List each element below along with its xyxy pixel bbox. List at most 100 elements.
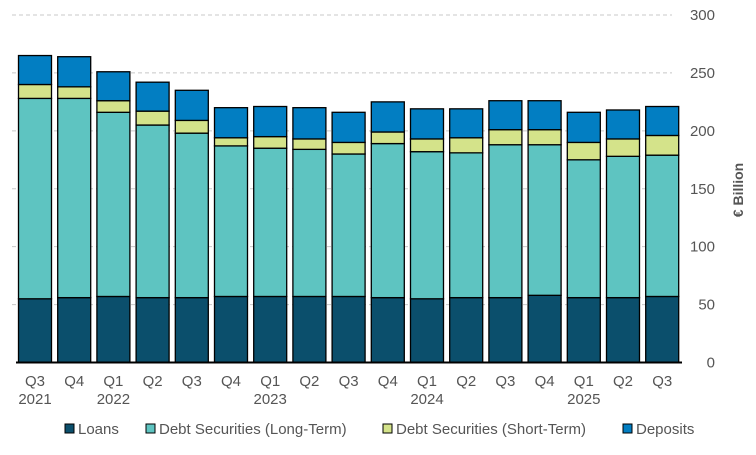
x-tick-year-label: 2023 xyxy=(254,391,287,408)
bar-segment-loans xyxy=(527,294,562,364)
bar-segment-loans xyxy=(566,296,601,364)
x-tick-label: Q4 xyxy=(535,373,555,390)
x-tick-label: Q1 xyxy=(103,373,123,390)
bar-segment-debt-securities-short-term xyxy=(645,134,680,156)
bar-segment-debt-securities-long-term xyxy=(331,153,366,298)
bar-segment-loans xyxy=(449,296,484,364)
bar-segment-debt-securities-long-term xyxy=(135,124,170,299)
bar-segment-loans xyxy=(174,296,209,364)
x-tick-label: Q4 xyxy=(378,373,398,390)
bar-segment-debt-securities-long-term xyxy=(292,148,327,298)
bar-segment-debt-securities-short-term xyxy=(17,83,53,100)
x-tick-year-label: 2025 xyxy=(567,391,600,408)
y-tick-label: 50 xyxy=(698,297,715,314)
bar-segment-debt-securities-long-term xyxy=(370,142,405,299)
bar-segment-debt-securities-long-term xyxy=(449,152,484,299)
x-tick-label: Q4 xyxy=(221,373,241,390)
x-tick-year-label: 2021 xyxy=(18,391,51,408)
bar-segment-debt-securities-long-term xyxy=(96,111,131,298)
bar-segment-deposits xyxy=(57,56,92,88)
x-tick-label: Q2 xyxy=(456,373,476,390)
legend-swatch xyxy=(145,423,156,434)
bar-segment-debt-securities-long-term xyxy=(488,144,523,299)
x-tick-label: Q1 xyxy=(574,373,594,390)
x-tick-label: Q3 xyxy=(182,373,202,390)
bar-segment-loans xyxy=(253,295,288,364)
bar-segment-loans xyxy=(213,295,249,364)
legend-swatch xyxy=(64,423,75,434)
bar-segment-deposits xyxy=(292,107,327,140)
x-tick-label: Q3 xyxy=(495,373,515,390)
bar-segment-deposits xyxy=(370,101,405,133)
bar-segment-debt-securities-short-term xyxy=(449,137,484,154)
bar-segment-debt-securities-long-term xyxy=(253,147,288,298)
y-axis-label: € Billion xyxy=(730,163,746,217)
bar-segment-loans xyxy=(96,295,131,364)
x-tick-label: Q1 xyxy=(417,373,437,390)
bar-segment-deposits xyxy=(17,54,53,86)
bar-segment-deposits xyxy=(135,81,170,112)
x-tick-label: Q3 xyxy=(25,373,45,390)
bar-segment-debt-securities-short-term xyxy=(57,86,92,100)
x-tick-label: Q2 xyxy=(613,373,633,390)
bar-segment-deposits xyxy=(566,111,601,144)
y-tick-label: 300 xyxy=(690,7,715,24)
bar-segment-debt-securities-long-term xyxy=(527,144,562,296)
bar-segment-loans xyxy=(409,298,445,364)
bar-segment-debt-securities-short-term xyxy=(253,135,288,149)
bar-segment-deposits xyxy=(174,89,209,122)
bar-segment-loans xyxy=(645,295,680,364)
bar-segment-debt-securities-short-term xyxy=(135,110,170,126)
bar-segment-loans xyxy=(17,298,53,364)
x-tick-label: Q3 xyxy=(339,373,359,390)
bar-segment-deposits xyxy=(96,71,131,102)
bar-segment-deposits xyxy=(488,100,523,131)
bar-segment-debt-securities-long-term xyxy=(17,97,53,300)
bar-segment-loans xyxy=(605,296,641,364)
legend-swatch xyxy=(622,423,633,434)
y-tick-label: 0 xyxy=(707,355,715,372)
bar-segment-debt-securities-short-term xyxy=(331,141,366,155)
bar-segment-loans xyxy=(331,295,366,364)
bar-segment-debt-securities-short-term xyxy=(370,131,405,145)
legend-swatch xyxy=(382,423,393,434)
bar-segment-deposits xyxy=(527,100,562,131)
bar-segment-loans xyxy=(57,296,92,364)
bar-segment-debt-securities-short-term xyxy=(566,141,601,161)
x-tick-label: Q4 xyxy=(64,373,84,390)
x-tick-label: Q2 xyxy=(299,373,319,390)
bar-segment-loans xyxy=(488,296,523,364)
x-tick-label: Q1 xyxy=(260,373,280,390)
y-tick-label: 250 xyxy=(690,65,715,82)
bar-segment-debt-securities-long-term xyxy=(174,132,209,299)
bar-segment-debt-securities-long-term xyxy=(645,154,680,298)
y-tick-label: 100 xyxy=(690,239,715,256)
x-tick-label: Q2 xyxy=(143,373,163,390)
legend-label: Debt Securities (Short-Term) xyxy=(396,421,586,438)
x-tick-year-label: 2024 xyxy=(410,391,443,408)
legend-label: Loans xyxy=(78,421,119,438)
bar-segment-debt-securities-long-term xyxy=(57,97,92,299)
bar-segment-deposits xyxy=(605,109,641,140)
bar-segment-deposits xyxy=(645,105,680,137)
bar-segment-debt-securities-long-term xyxy=(213,145,249,298)
legend-label: Deposits xyxy=(636,421,694,438)
bar-segment-debt-securities-short-term xyxy=(527,129,562,146)
y-tick-label: 150 xyxy=(690,181,715,198)
bar-segment-loans xyxy=(135,296,170,364)
bar-segment-loans xyxy=(370,296,405,364)
bar-segment-debt-securities-short-term xyxy=(213,137,249,147)
bar-segment-debt-securities-short-term xyxy=(292,138,327,151)
bar-segment-deposits xyxy=(213,107,249,139)
bar-segment-debt-securities-short-term xyxy=(409,138,445,153)
bar-segment-loans xyxy=(292,295,327,364)
bars xyxy=(16,54,682,364)
legend: Loans Debt Securities (Long-Term) Debt Sec… xyxy=(64,421,694,438)
y-tick-label: 200 xyxy=(690,123,715,140)
y-axis-ticks: 0 50 100 150 200 250 300 xyxy=(690,7,715,372)
bar-segment-debt-securities-short-term xyxy=(96,100,131,113)
bar-segment-debt-securities-short-term xyxy=(605,138,641,157)
bar-segment-deposits xyxy=(449,108,484,139)
x-tick-label: Q3 xyxy=(652,373,672,390)
